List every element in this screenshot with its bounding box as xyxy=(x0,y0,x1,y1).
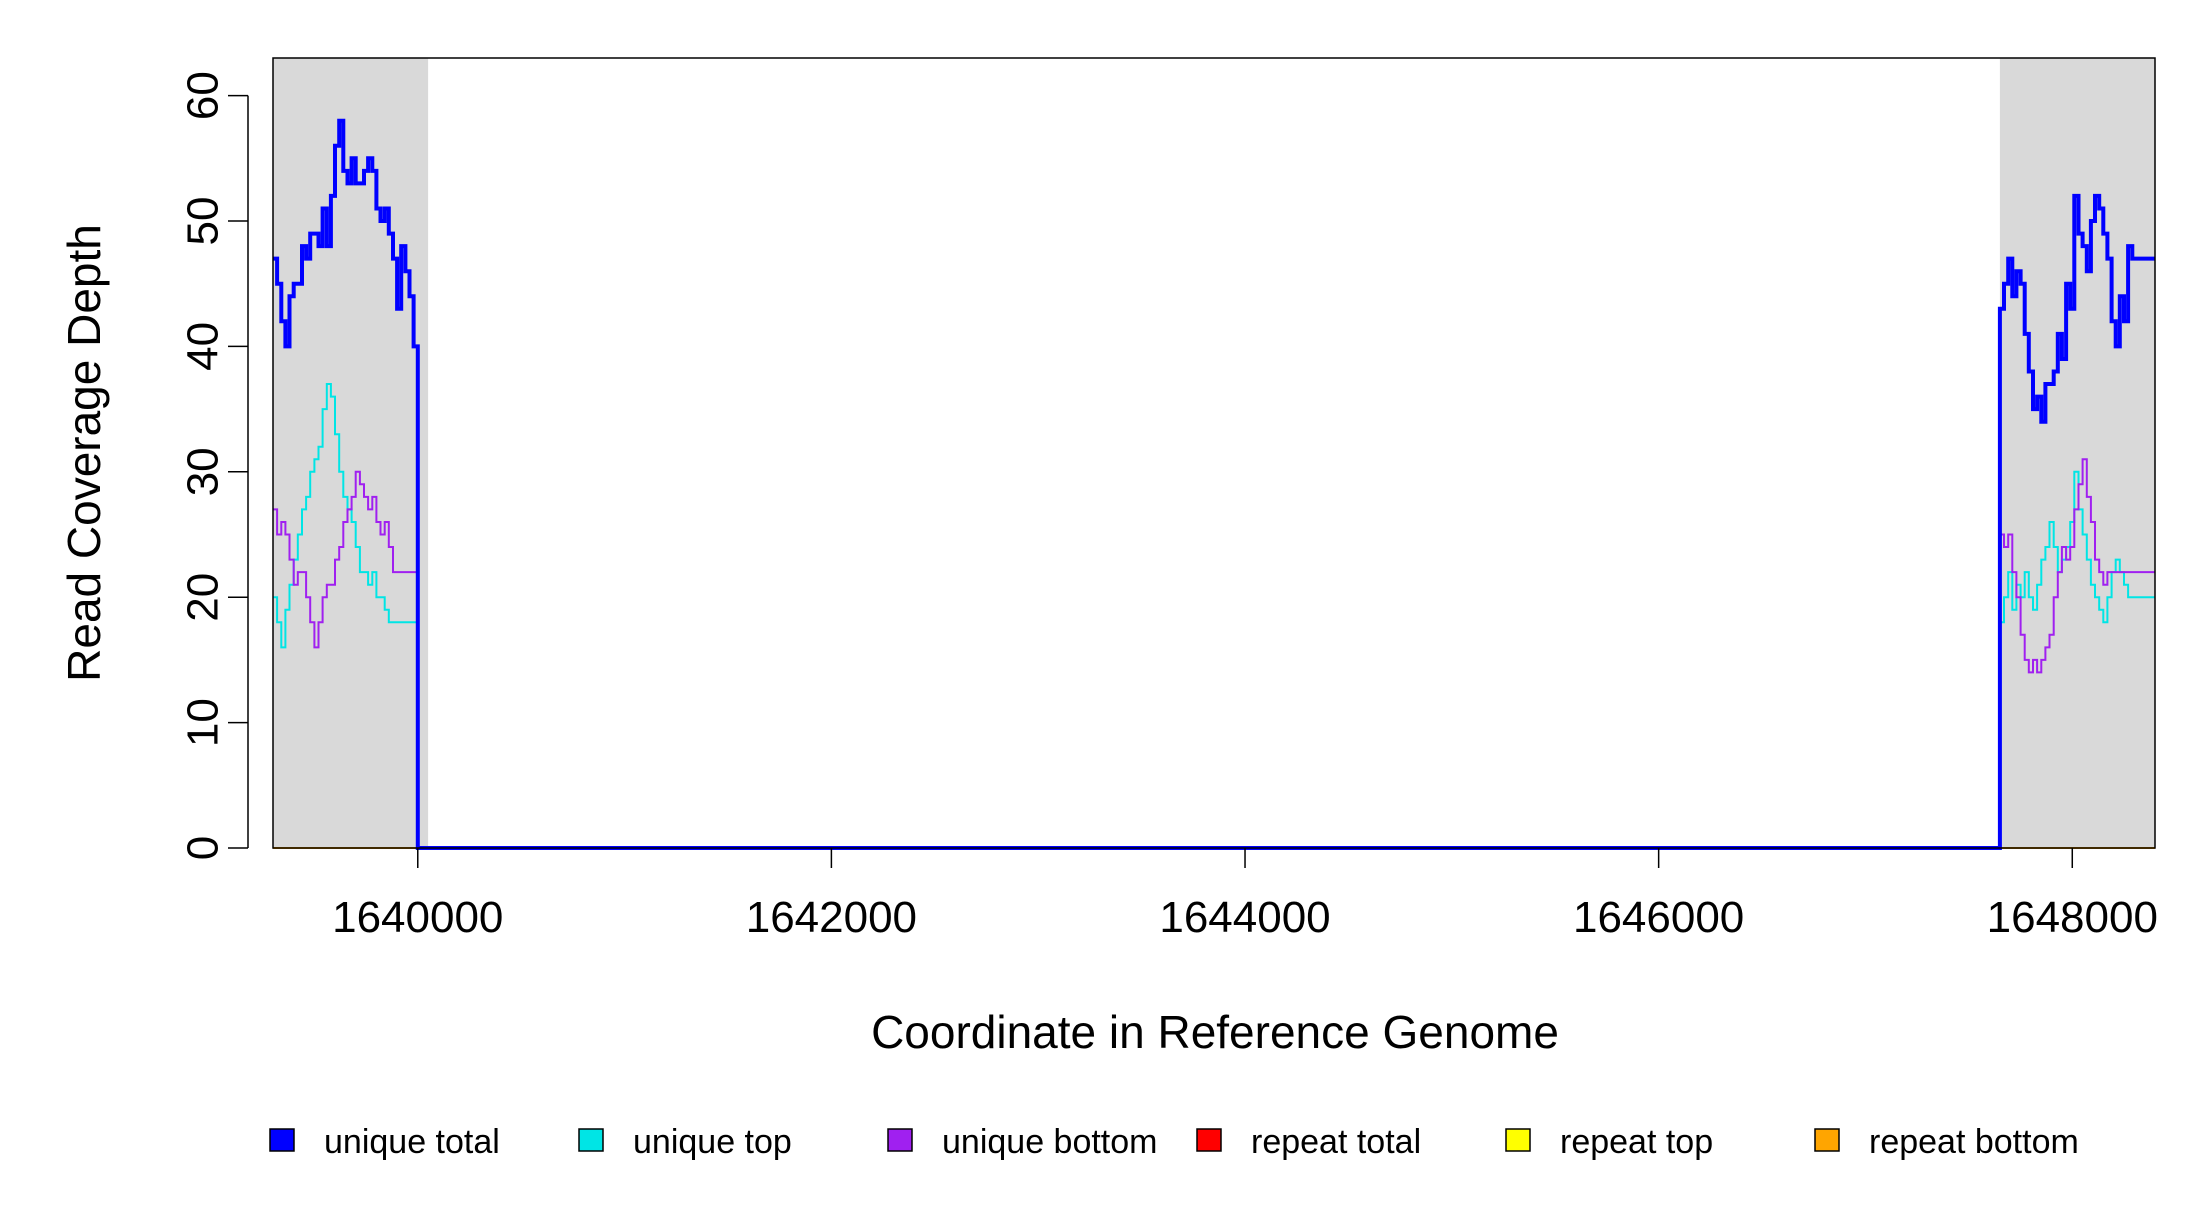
y-tick-label-7: 60 xyxy=(179,71,228,120)
y-tick-label-2: 10 xyxy=(179,698,228,747)
legend-swatch-unique-bottom xyxy=(887,1128,913,1152)
legend-label-repeat-bottom: repeat bottom xyxy=(1869,1123,2079,1161)
legend-label-unique-bottom: unique bottom xyxy=(942,1123,1158,1161)
series-lines xyxy=(273,118,2155,850)
legend-swatch-unique-top xyxy=(578,1128,604,1152)
x-tick-label-4: 1646000 xyxy=(1573,893,1744,942)
legend-label-unique-total: unique total xyxy=(324,1123,500,1161)
shaded-regions xyxy=(273,58,2155,848)
y-tick-label-5: 40 xyxy=(179,322,228,371)
x-tick-label-3: 1644000 xyxy=(1159,893,1330,942)
y-tick-label-4: 30 xyxy=(179,447,228,496)
series-line-unique-total xyxy=(273,118,2155,850)
x-tick-label-2: 1642000 xyxy=(746,893,917,942)
y-axis-title: Read Coverage Depth xyxy=(58,224,110,682)
plot-frame xyxy=(272,57,2156,849)
legend-label-repeat-top: repeat top xyxy=(1560,1123,1713,1161)
legend: unique total unique top unique bottom repea… xyxy=(269,1123,2079,1161)
legend-swatch-repeat-bottom xyxy=(1814,1128,1840,1152)
series-line-unique-top xyxy=(273,383,2155,849)
legend-label-repeat-total: repeat total xyxy=(1251,1123,1421,1161)
shaded-region-2 xyxy=(1999,58,2155,848)
legend-swatch-repeat-top xyxy=(1505,1128,1531,1152)
x-tick-label-5: 1648000 xyxy=(1987,893,2158,942)
legend-swatch-repeat-total xyxy=(1196,1128,1222,1152)
x-tick-label-1: 1640000 xyxy=(332,893,503,942)
x-axis-title: Coordinate in Reference Genome xyxy=(871,1006,1559,1058)
axes: 1640000 1642000 1644000 1646000 1648000 0 10 20… xyxy=(179,71,2158,942)
series-line-unique-bottom xyxy=(273,458,2155,849)
y-tick-label-1: 0 xyxy=(179,836,228,860)
legend-swatch-unique-total xyxy=(269,1128,295,1152)
legend-label-unique-top: unique top xyxy=(633,1123,792,1161)
shaded-region-1 xyxy=(273,58,429,848)
y-tick-label-6: 50 xyxy=(179,197,228,246)
y-tick-label-3: 20 xyxy=(179,573,228,622)
